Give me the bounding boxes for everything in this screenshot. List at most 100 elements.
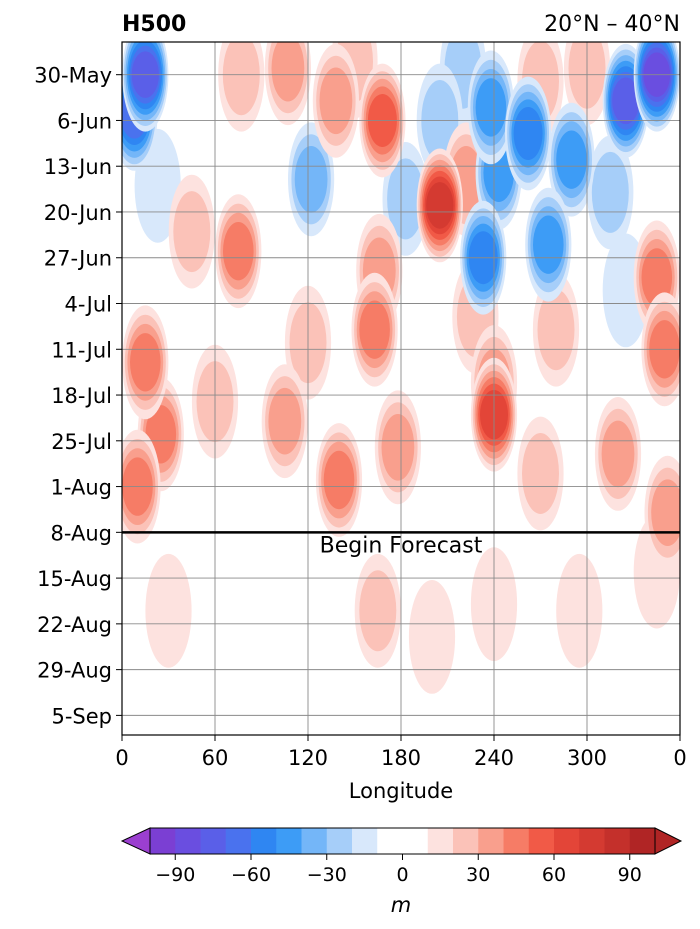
y-tick-label: 27-Jun bbox=[44, 247, 112, 271]
colorbar-segment bbox=[352, 828, 378, 854]
anomaly-contour bbox=[556, 553, 603, 668]
x-tick-label: 0 bbox=[115, 746, 128, 770]
anomaly-feature bbox=[525, 187, 572, 302]
anomaly-contour bbox=[426, 182, 454, 229]
x-tick-label: 120 bbox=[288, 746, 328, 770]
colorbar-tick-label: −90 bbox=[155, 864, 195, 886]
anomaly-contour bbox=[319, 67, 353, 135]
colorbar-extend-low bbox=[120, 827, 151, 855]
colorbar-label: m bbox=[391, 893, 411, 917]
anomaly-feature bbox=[288, 122, 335, 237]
forecast-label: Begin Forecast bbox=[320, 533, 483, 558]
forecast-marker: Begin Forecast bbox=[122, 531, 680, 558]
anomaly-contour bbox=[537, 289, 575, 371]
anomaly-contour bbox=[651, 479, 680, 546]
colorbar-segment bbox=[200, 828, 227, 854]
anomaly-contour bbox=[475, 78, 507, 137]
y-tick-label: 29-Aug bbox=[37, 659, 112, 683]
anomaly-feature bbox=[354, 553, 401, 668]
anomaly-feature bbox=[587, 135, 634, 250]
anomaly-contour bbox=[522, 433, 559, 514]
colorbar-tick-label: −30 bbox=[307, 864, 347, 886]
anomaly-contour bbox=[381, 414, 415, 481]
anomaly-contour bbox=[222, 42, 260, 116]
anomaly-contour bbox=[387, 158, 425, 240]
anomaly-feature bbox=[548, 102, 595, 217]
colorbar-segment bbox=[326, 828, 353, 854]
anomaly-contour bbox=[513, 107, 543, 160]
anomaly-contour bbox=[591, 151, 629, 233]
anomaly-contour bbox=[359, 570, 397, 652]
colorbar-segment bbox=[528, 828, 555, 854]
y-tick-label: 5-Sep bbox=[51, 704, 112, 728]
x-tick-label: 240 bbox=[474, 746, 514, 770]
y-tick-label: 11-Jul bbox=[51, 338, 112, 362]
colorbar-segment bbox=[301, 828, 328, 854]
anomaly-feature bbox=[312, 43, 359, 158]
anomaly-feature bbox=[594, 397, 642, 511]
anomaly-contour bbox=[223, 222, 254, 281]
anomaly-contour bbox=[601, 420, 635, 488]
chart-subtitle: 20°N – 40°N bbox=[544, 12, 680, 37]
anomaly-contour bbox=[173, 191, 211, 273]
anomaly-contour bbox=[271, 42, 305, 102]
chart-title: H500 bbox=[122, 12, 186, 37]
y-tick-label: 30-May bbox=[34, 64, 112, 88]
anomaly-feature bbox=[556, 553, 603, 668]
colorbar-segment bbox=[150, 828, 176, 854]
anomaly-feature bbox=[215, 194, 262, 309]
anomaly-feature bbox=[374, 390, 421, 505]
anomaly-contour bbox=[612, 77, 640, 125]
colorbar-segment bbox=[503, 828, 530, 854]
x-axis: 0 60 120 180 240 300 0 bbox=[115, 735, 687, 770]
y-tick-label: 18-Jul bbox=[51, 384, 112, 408]
anomaly-contour bbox=[408, 580, 456, 694]
anomaly-feature bbox=[351, 272, 398, 387]
x-tick-label: 300 bbox=[567, 746, 607, 770]
anomaly-feature bbox=[264, 42, 311, 126]
anomaly-feature bbox=[517, 416, 564, 531]
y-tick-label: 20-Jun bbox=[44, 201, 112, 225]
anomaly-contour bbox=[556, 130, 587, 189]
colorbar-segment bbox=[427, 828, 454, 854]
anomaly-contour bbox=[145, 553, 192, 668]
colorbar-segment bbox=[276, 828, 302, 854]
anomaly-feature bbox=[504, 76, 552, 191]
anomaly-contour bbox=[359, 300, 390, 359]
anomaly-feature bbox=[633, 42, 680, 132]
x-tick-label: 180 bbox=[381, 746, 421, 770]
anomaly-feature bbox=[532, 272, 580, 387]
anomaly-contour bbox=[130, 333, 161, 392]
colorbar-segment bbox=[175, 828, 201, 854]
colorbar-tick-label: 60 bbox=[542, 864, 566, 886]
anomaly-feature bbox=[467, 50, 514, 165]
x-axis-label: Longitude bbox=[349, 779, 453, 803]
colorbar-segment bbox=[604, 828, 631, 854]
colorbar-tick-label: −60 bbox=[231, 864, 271, 886]
anomaly-contour bbox=[268, 387, 302, 455]
colorbar-segment bbox=[554, 828, 580, 854]
y-tick-label: 15-Aug bbox=[37, 567, 112, 591]
anomaly-feature bbox=[408, 580, 456, 694]
colorbar: −90 −60 −30 0 30 60 90 bbox=[120, 827, 683, 886]
anomaly-contour bbox=[641, 248, 673, 307]
colorbar-tick-label: 30 bbox=[466, 864, 490, 886]
y-tick-label: 4-Jul bbox=[65, 293, 112, 317]
colorbar-segment bbox=[377, 828, 429, 854]
anomaly-feature bbox=[261, 364, 308, 479]
colorbar-extend-high bbox=[654, 827, 683, 855]
colorbar-segment bbox=[251, 828, 277, 854]
colorbar-segment bbox=[225, 828, 252, 854]
colorbar-tick-label: 0 bbox=[396, 864, 408, 886]
y-tick-label: 13-Jun bbox=[44, 155, 112, 179]
x-tick-label: 0 bbox=[673, 746, 686, 770]
y-axis: 30-May 6-Jun 13-Jun 20-Jun 27-Jun 4-Jul 11-Jul… bbox=[34, 64, 122, 728]
colorbar-segment bbox=[629, 828, 656, 854]
anomaly-feature bbox=[218, 42, 265, 132]
colorbar-segment bbox=[579, 828, 605, 854]
colorbar-tick-label: 90 bbox=[618, 864, 642, 886]
colorbar-segment bbox=[453, 828, 479, 854]
anomaly-feature bbox=[644, 455, 680, 570]
x-tick-label: 60 bbox=[202, 746, 229, 770]
